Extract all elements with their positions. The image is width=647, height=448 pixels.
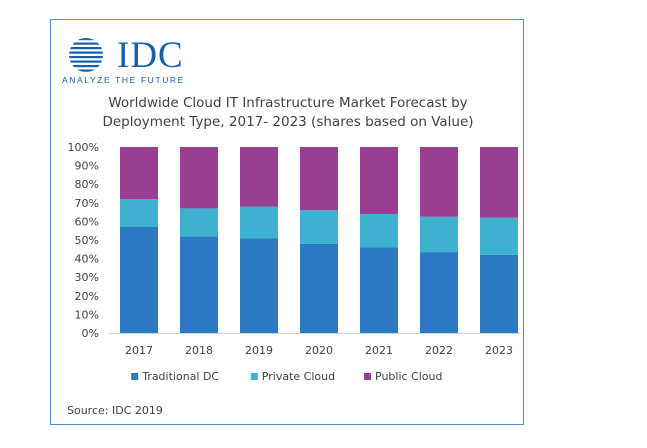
bar-segment-private-cloud bbox=[420, 216, 458, 253]
bar-segment-public-cloud bbox=[300, 147, 338, 211]
bar-segment-private-cloud bbox=[180, 208, 218, 237]
bar-segment-traditional-dc bbox=[120, 226, 158, 333]
bar-segment-public-cloud bbox=[180, 147, 218, 209]
legend-swatch-public-cloud bbox=[364, 373, 371, 380]
x-tick-label: 2023 bbox=[485, 344, 513, 357]
globe-icon bbox=[69, 38, 103, 72]
chart-frame: IDC ANALYZE THE FUTURE Worldwide Cloud I… bbox=[50, 19, 524, 425]
x-tick-label: 2018 bbox=[185, 344, 213, 357]
bar-segment-public-cloud bbox=[360, 147, 398, 214]
x-tick-label: 2020 bbox=[305, 344, 333, 357]
y-tick-label: 50% bbox=[75, 234, 99, 247]
bar-segment-public-cloud bbox=[480, 147, 518, 218]
bar-segment-traditional-dc bbox=[180, 236, 218, 333]
chart-subtitle: Deployment Type, 2017- 2023 (shares base… bbox=[102, 114, 474, 130]
bar-segment-traditional-dc bbox=[480, 254, 518, 333]
bar-segment-private-cloud bbox=[300, 210, 338, 244]
y-tick-label: 0% bbox=[82, 327, 99, 340]
y-tick-label: 30% bbox=[75, 271, 99, 284]
legend-label: Traditional DC bbox=[141, 370, 219, 383]
y-tick-label: 40% bbox=[75, 253, 99, 266]
stacked-bar-chart: 0% 10% 20% 30% 40% 50% 60% 70% 80% 90% 100% 2017 201… bbox=[68, 141, 521, 383]
legend-swatch-private-cloud bbox=[250, 373, 258, 380]
x-tick-label: 2017 bbox=[125, 344, 153, 357]
bar-segment-public-cloud bbox=[240, 147, 278, 207]
logo-wordmark: IDC bbox=[117, 35, 184, 76]
bar-segment-traditional-dc bbox=[240, 238, 278, 333]
logo-tagline: ANALYZE THE FUTURE bbox=[62, 75, 185, 85]
bar-segment-private-cloud bbox=[240, 206, 278, 239]
source-note: Source: IDC 2019 bbox=[67, 404, 163, 417]
bar-segment-private-cloud bbox=[360, 213, 398, 248]
y-tick-label: 90% bbox=[75, 160, 99, 173]
x-tick-label: 2021 bbox=[365, 344, 393, 357]
idc-logo: IDC ANALYZE THE FUTURE bbox=[59, 36, 189, 86]
x-tick-label: 2022 bbox=[425, 344, 453, 357]
bar-segment-public-cloud bbox=[420, 147, 458, 217]
legend-label: Public Cloud bbox=[375, 370, 442, 383]
y-tick-label: 20% bbox=[75, 290, 99, 303]
bar-segment-traditional-dc bbox=[360, 247, 398, 333]
bar-segment-private-cloud bbox=[480, 217, 518, 255]
bar-segment-public-cloud bbox=[120, 147, 158, 200]
x-tick-label: 2019 bbox=[245, 344, 273, 357]
bar-segment-traditional-dc bbox=[420, 252, 458, 333]
y-tick-label: 70% bbox=[75, 197, 99, 210]
chart-title: Worldwide Cloud IT Infrastructure Market… bbox=[108, 95, 468, 111]
bar-segment-private-cloud bbox=[120, 199, 158, 227]
y-tick-label: 10% bbox=[75, 308, 99, 321]
legend-label: Private Cloud bbox=[262, 370, 335, 383]
y-tick-label: 100% bbox=[68, 141, 99, 154]
legend-swatch-traditional-dc bbox=[131, 373, 139, 380]
bar-segment-traditional-dc bbox=[300, 243, 338, 333]
y-tick-label: 80% bbox=[75, 178, 99, 191]
y-tick-label: 60% bbox=[75, 215, 99, 228]
